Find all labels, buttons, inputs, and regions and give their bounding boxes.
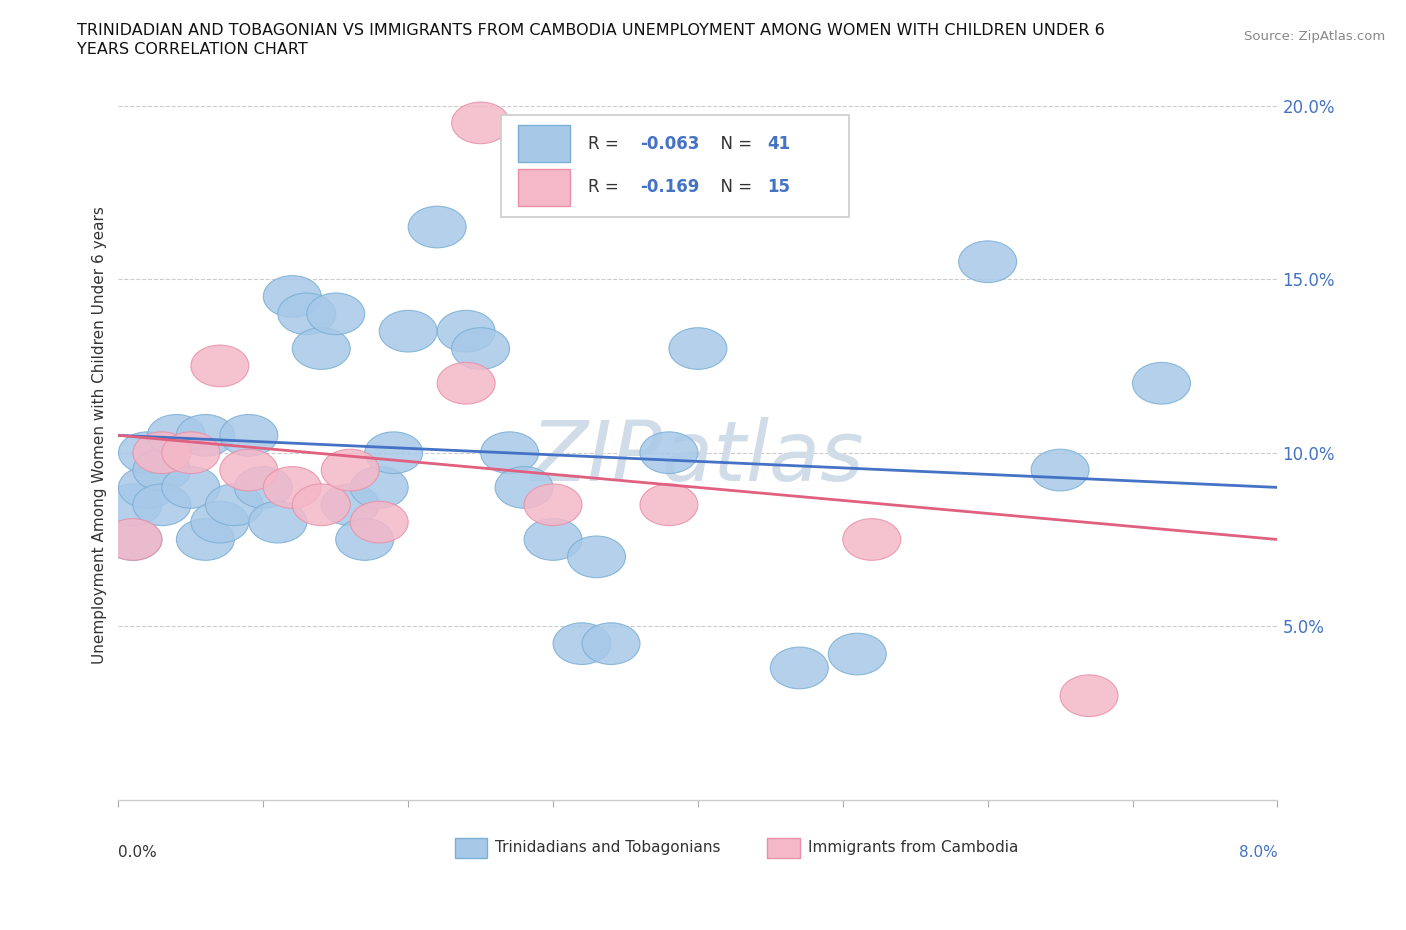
Ellipse shape <box>104 484 162 525</box>
Bar <box>519 169 571 206</box>
Ellipse shape <box>134 449 191 491</box>
Text: TRINIDADIAN AND TOBAGONIAN VS IMMIGRANTS FROM CAMBODIA UNEMPLOYMENT AMONG WOMEN : TRINIDADIAN AND TOBAGONIAN VS IMMIGRANTS… <box>77 23 1105 38</box>
Ellipse shape <box>568 536 626 578</box>
Ellipse shape <box>437 311 495 352</box>
Ellipse shape <box>134 432 191 473</box>
Text: YEARS CORRELATION CHART: YEARS CORRELATION CHART <box>77 42 308 57</box>
Ellipse shape <box>148 415 205 457</box>
Y-axis label: Unemployment Among Women with Children Under 6 years: Unemployment Among Women with Children U… <box>93 206 107 664</box>
FancyBboxPatch shape <box>501 114 849 217</box>
Ellipse shape <box>683 154 741 196</box>
Text: R =: R = <box>588 179 624 196</box>
Ellipse shape <box>205 484 263 525</box>
Text: Immigrants from Cambodia: Immigrants from Cambodia <box>808 840 1018 855</box>
Ellipse shape <box>380 311 437 352</box>
Ellipse shape <box>481 432 538 473</box>
Bar <box>454 838 486 858</box>
Ellipse shape <box>278 293 336 335</box>
Ellipse shape <box>162 432 219 473</box>
Ellipse shape <box>640 432 697 473</box>
Ellipse shape <box>235 467 292 508</box>
Ellipse shape <box>350 501 408 543</box>
Ellipse shape <box>249 501 307 543</box>
Ellipse shape <box>176 415 235 457</box>
Ellipse shape <box>640 484 697 525</box>
Ellipse shape <box>118 432 176 473</box>
Ellipse shape <box>307 293 364 335</box>
Ellipse shape <box>336 519 394 560</box>
Ellipse shape <box>364 432 423 473</box>
Ellipse shape <box>842 519 901 560</box>
Ellipse shape <box>553 623 612 664</box>
Ellipse shape <box>191 345 249 387</box>
Ellipse shape <box>118 467 176 508</box>
Ellipse shape <box>219 415 278 457</box>
Text: ZIPatlas: ZIPatlas <box>531 417 865 498</box>
Text: N =: N = <box>710 135 756 153</box>
Ellipse shape <box>350 467 408 508</box>
Ellipse shape <box>321 484 380 525</box>
Ellipse shape <box>191 501 249 543</box>
Text: 41: 41 <box>768 135 790 153</box>
Text: Source: ZipAtlas.com: Source: ZipAtlas.com <box>1244 30 1385 43</box>
Text: 8.0%: 8.0% <box>1239 845 1278 860</box>
Ellipse shape <box>1132 363 1191 405</box>
Ellipse shape <box>770 647 828 689</box>
Bar <box>768 838 800 858</box>
Ellipse shape <box>292 484 350 525</box>
Ellipse shape <box>408 206 467 248</box>
Ellipse shape <box>263 467 321 508</box>
Text: R =: R = <box>588 135 624 153</box>
Ellipse shape <box>134 484 191 525</box>
Ellipse shape <box>582 623 640 664</box>
Text: Trinidadians and Tobagonians: Trinidadians and Tobagonians <box>495 840 721 855</box>
Ellipse shape <box>451 327 509 369</box>
Text: -0.169: -0.169 <box>640 179 699 196</box>
Ellipse shape <box>104 519 162 560</box>
Ellipse shape <box>1060 675 1118 716</box>
Ellipse shape <box>669 327 727 369</box>
Ellipse shape <box>104 519 162 560</box>
Ellipse shape <box>219 449 278 491</box>
Ellipse shape <box>451 102 509 144</box>
Ellipse shape <box>524 519 582 560</box>
Ellipse shape <box>437 363 495 405</box>
Ellipse shape <box>1031 449 1090 491</box>
Ellipse shape <box>959 241 1017 283</box>
Ellipse shape <box>495 467 553 508</box>
Text: 0.0%: 0.0% <box>118 845 157 860</box>
Ellipse shape <box>828 633 886 675</box>
Ellipse shape <box>176 519 235 560</box>
Ellipse shape <box>263 275 321 317</box>
Ellipse shape <box>524 484 582 525</box>
Ellipse shape <box>321 449 380 491</box>
Text: 15: 15 <box>768 179 790 196</box>
Ellipse shape <box>292 327 350 369</box>
Text: N =: N = <box>710 179 756 196</box>
Ellipse shape <box>162 467 219 508</box>
Bar <box>519 126 571 162</box>
Text: -0.063: -0.063 <box>640 135 699 153</box>
